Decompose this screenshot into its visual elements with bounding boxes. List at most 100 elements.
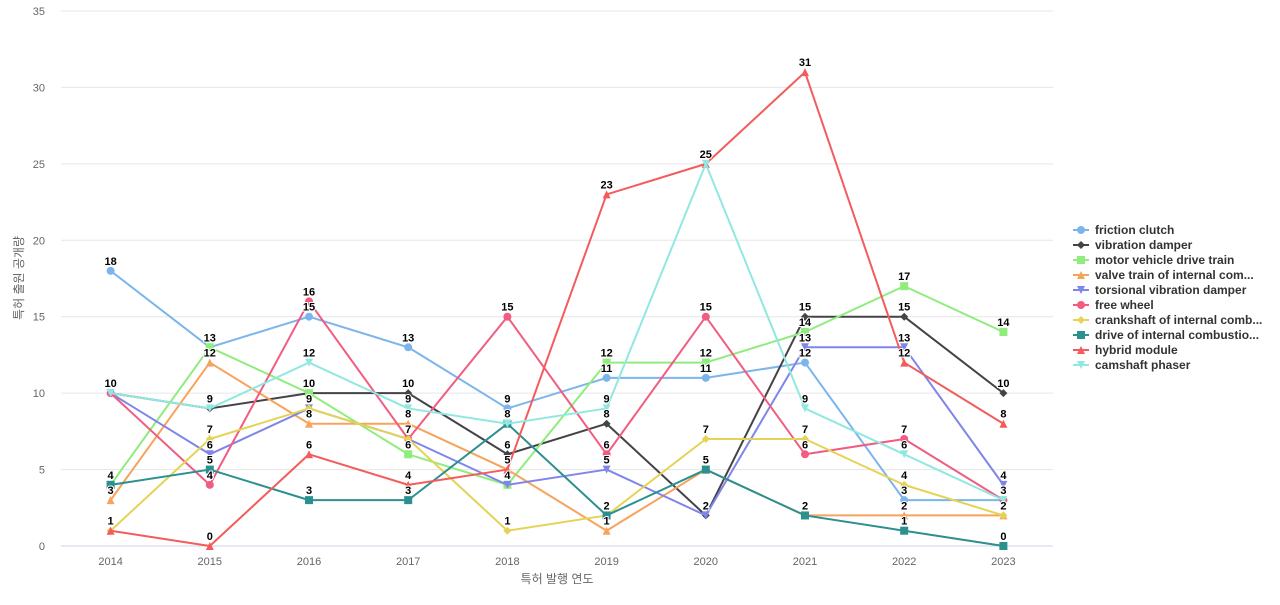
legend-item[interactable]: hybrid module [1073, 343, 1178, 357]
data-label: 6 [207, 439, 213, 451]
data-point[interactable] [701, 435, 710, 443]
data-point[interactable] [503, 465, 512, 474]
data-point[interactable] [205, 435, 214, 443]
data-point[interactable] [205, 450, 214, 459]
data-point[interactable] [999, 496, 1008, 505]
data-point[interactable] [404, 343, 413, 352]
legend-item[interactable]: vibration damper [1073, 238, 1193, 252]
legend-label: valve train of internal com... [1095, 268, 1254, 282]
data-point[interactable] [999, 511, 1008, 520]
data-point[interactable] [801, 358, 809, 367]
data-point[interactable] [602, 404, 611, 413]
data-point[interactable] [900, 343, 909, 352]
data-point[interactable] [305, 312, 313, 321]
data-point[interactable] [900, 480, 909, 489]
data-point[interactable] [602, 526, 611, 535]
data-point[interactable] [801, 68, 809, 77]
data-point[interactable] [999, 328, 1008, 336]
data-point[interactable] [404, 496, 413, 505]
data-point[interactable] [503, 526, 512, 535]
data-point[interactable] [205, 343, 214, 352]
legend-item[interactable]: crankshaft of internal comb... [1073, 313, 1262, 327]
data-point[interactable] [404, 450, 413, 459]
data-point[interactable] [602, 373, 611, 382]
data-point[interactable] [999, 480, 1008, 489]
data-point[interactable] [205, 404, 214, 413]
data-point[interactable] [900, 435, 909, 443]
data-point[interactable] [801, 435, 809, 443]
data-point[interactable] [205, 358, 214, 367]
data-point[interactable] [999, 389, 1008, 398]
series-line [109, 162, 1005, 502]
data-point[interactable] [305, 358, 313, 367]
data-point[interactable] [305, 450, 313, 459]
legend-item[interactable]: free wheel [1073, 298, 1154, 312]
data-point[interactable] [801, 328, 809, 336]
data-point[interactable] [801, 404, 809, 413]
data-point[interactable] [999, 542, 1008, 550]
data-point[interactable] [205, 480, 214, 489]
data-point[interactable] [900, 358, 909, 367]
data-label: 10 [402, 378, 414, 390]
data-point[interactable] [305, 419, 313, 428]
data-point[interactable] [801, 312, 809, 321]
legend-item[interactable]: drive of internal combustio... [1073, 328, 1259, 342]
data-point[interactable] [900, 312, 909, 321]
data-point[interactable] [900, 450, 909, 459]
legend-item[interactable]: camshaft phaser [1073, 358, 1191, 372]
data-point[interactable] [701, 465, 710, 474]
data-point[interactable] [305, 297, 313, 306]
data-point[interactable] [503, 404, 512, 413]
data-label: 3 [108, 485, 114, 497]
data-point[interactable] [404, 419, 413, 428]
data-point[interactable] [900, 526, 909, 535]
data-point[interactable] [801, 511, 809, 520]
data-point[interactable] [305, 496, 313, 505]
data-point[interactable] [701, 358, 710, 367]
data-point[interactable] [404, 389, 413, 398]
data-point[interactable] [305, 389, 313, 398]
legend-item[interactable]: torsional vibration damper [1073, 283, 1247, 297]
data-point[interactable] [106, 389, 115, 398]
data-point[interactable] [602, 419, 611, 428]
series-line [109, 285, 1005, 486]
data-point[interactable] [404, 404, 413, 413]
data-point[interactable] [305, 404, 313, 413]
data-point[interactable] [404, 480, 413, 489]
data-point[interactable] [801, 343, 809, 352]
data-point[interactable] [602, 450, 611, 459]
data-point[interactable] [205, 465, 214, 474]
data-point[interactable] [701, 373, 710, 382]
data-point[interactable] [602, 511, 611, 520]
data-point[interactable] [503, 480, 512, 489]
data-point[interactable] [205, 542, 214, 550]
data-point[interactable] [106, 266, 115, 275]
legend-label: vibration damper [1095, 238, 1193, 252]
data-point[interactable] [602, 465, 611, 474]
data-point[interactable] [404, 435, 413, 443]
data-point[interactable] [701, 511, 710, 520]
legend-item[interactable]: friction clutch [1073, 223, 1174, 237]
legend-item[interactable]: valve train of internal com... [1073, 268, 1254, 282]
data-point[interactable] [106, 480, 115, 489]
data-point[interactable] [503, 312, 512, 321]
data-point[interactable] [900, 496, 909, 505]
data-point[interactable] [503, 419, 512, 428]
data-point[interactable] [900, 511, 909, 520]
data-label: 1 [604, 516, 610, 528]
data-label: 13 [898, 332, 910, 344]
data-point[interactable] [900, 282, 909, 291]
data-point[interactable] [701, 312, 710, 321]
data-point[interactable] [602, 358, 611, 367]
data-point[interactable] [701, 159, 710, 168]
data-point[interactable] [106, 526, 115, 535]
legend-item[interactable]: motor vehicle drive train [1073, 253, 1234, 267]
data-point[interactable] [999, 419, 1008, 428]
data-point[interactable] [602, 190, 611, 199]
data-label: 10 [104, 378, 116, 390]
data-point[interactable] [106, 496, 115, 505]
data-point[interactable] [801, 450, 809, 459]
series-area [106, 68, 1008, 550]
data-point[interactable] [503, 450, 512, 459]
